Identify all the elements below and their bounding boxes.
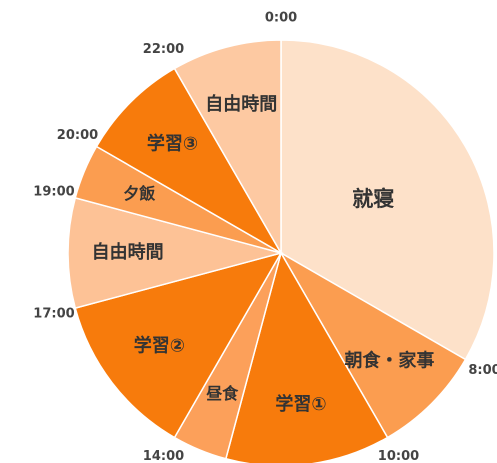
slice-label: 自由時間 <box>205 93 277 115</box>
slice-label: 就寝 <box>352 187 394 211</box>
pie-slice <box>224 251 389 463</box>
slice-label: 昼食 <box>205 384 239 403</box>
pie-slice <box>95 67 284 256</box>
pie-slice <box>74 251 283 439</box>
slice-label: 学習① <box>275 393 326 415</box>
time-label: 0:00 <box>265 11 297 26</box>
slice-label: 自由時間 <box>92 241 164 263</box>
time-label: 22:00 <box>143 42 184 57</box>
time-label: 17:00 <box>33 306 74 321</box>
pie-slice <box>67 196 284 310</box>
slice-label: 朝食・家事 <box>344 349 434 371</box>
pie-slice <box>280 39 495 361</box>
time-label: 19:00 <box>33 185 74 200</box>
time-label: 14:00 <box>143 449 184 463</box>
pie-slice <box>173 39 282 256</box>
slice-label: 夕飯 <box>123 184 155 203</box>
slice-label: 学習③ <box>147 133 198 155</box>
slice-label: 学習② <box>134 334 185 356</box>
time-label: 8:00 <box>468 363 497 378</box>
time-label: 20:00 <box>57 128 98 143</box>
pie-slice <box>278 250 467 439</box>
time-label: 10:00 <box>378 449 419 463</box>
